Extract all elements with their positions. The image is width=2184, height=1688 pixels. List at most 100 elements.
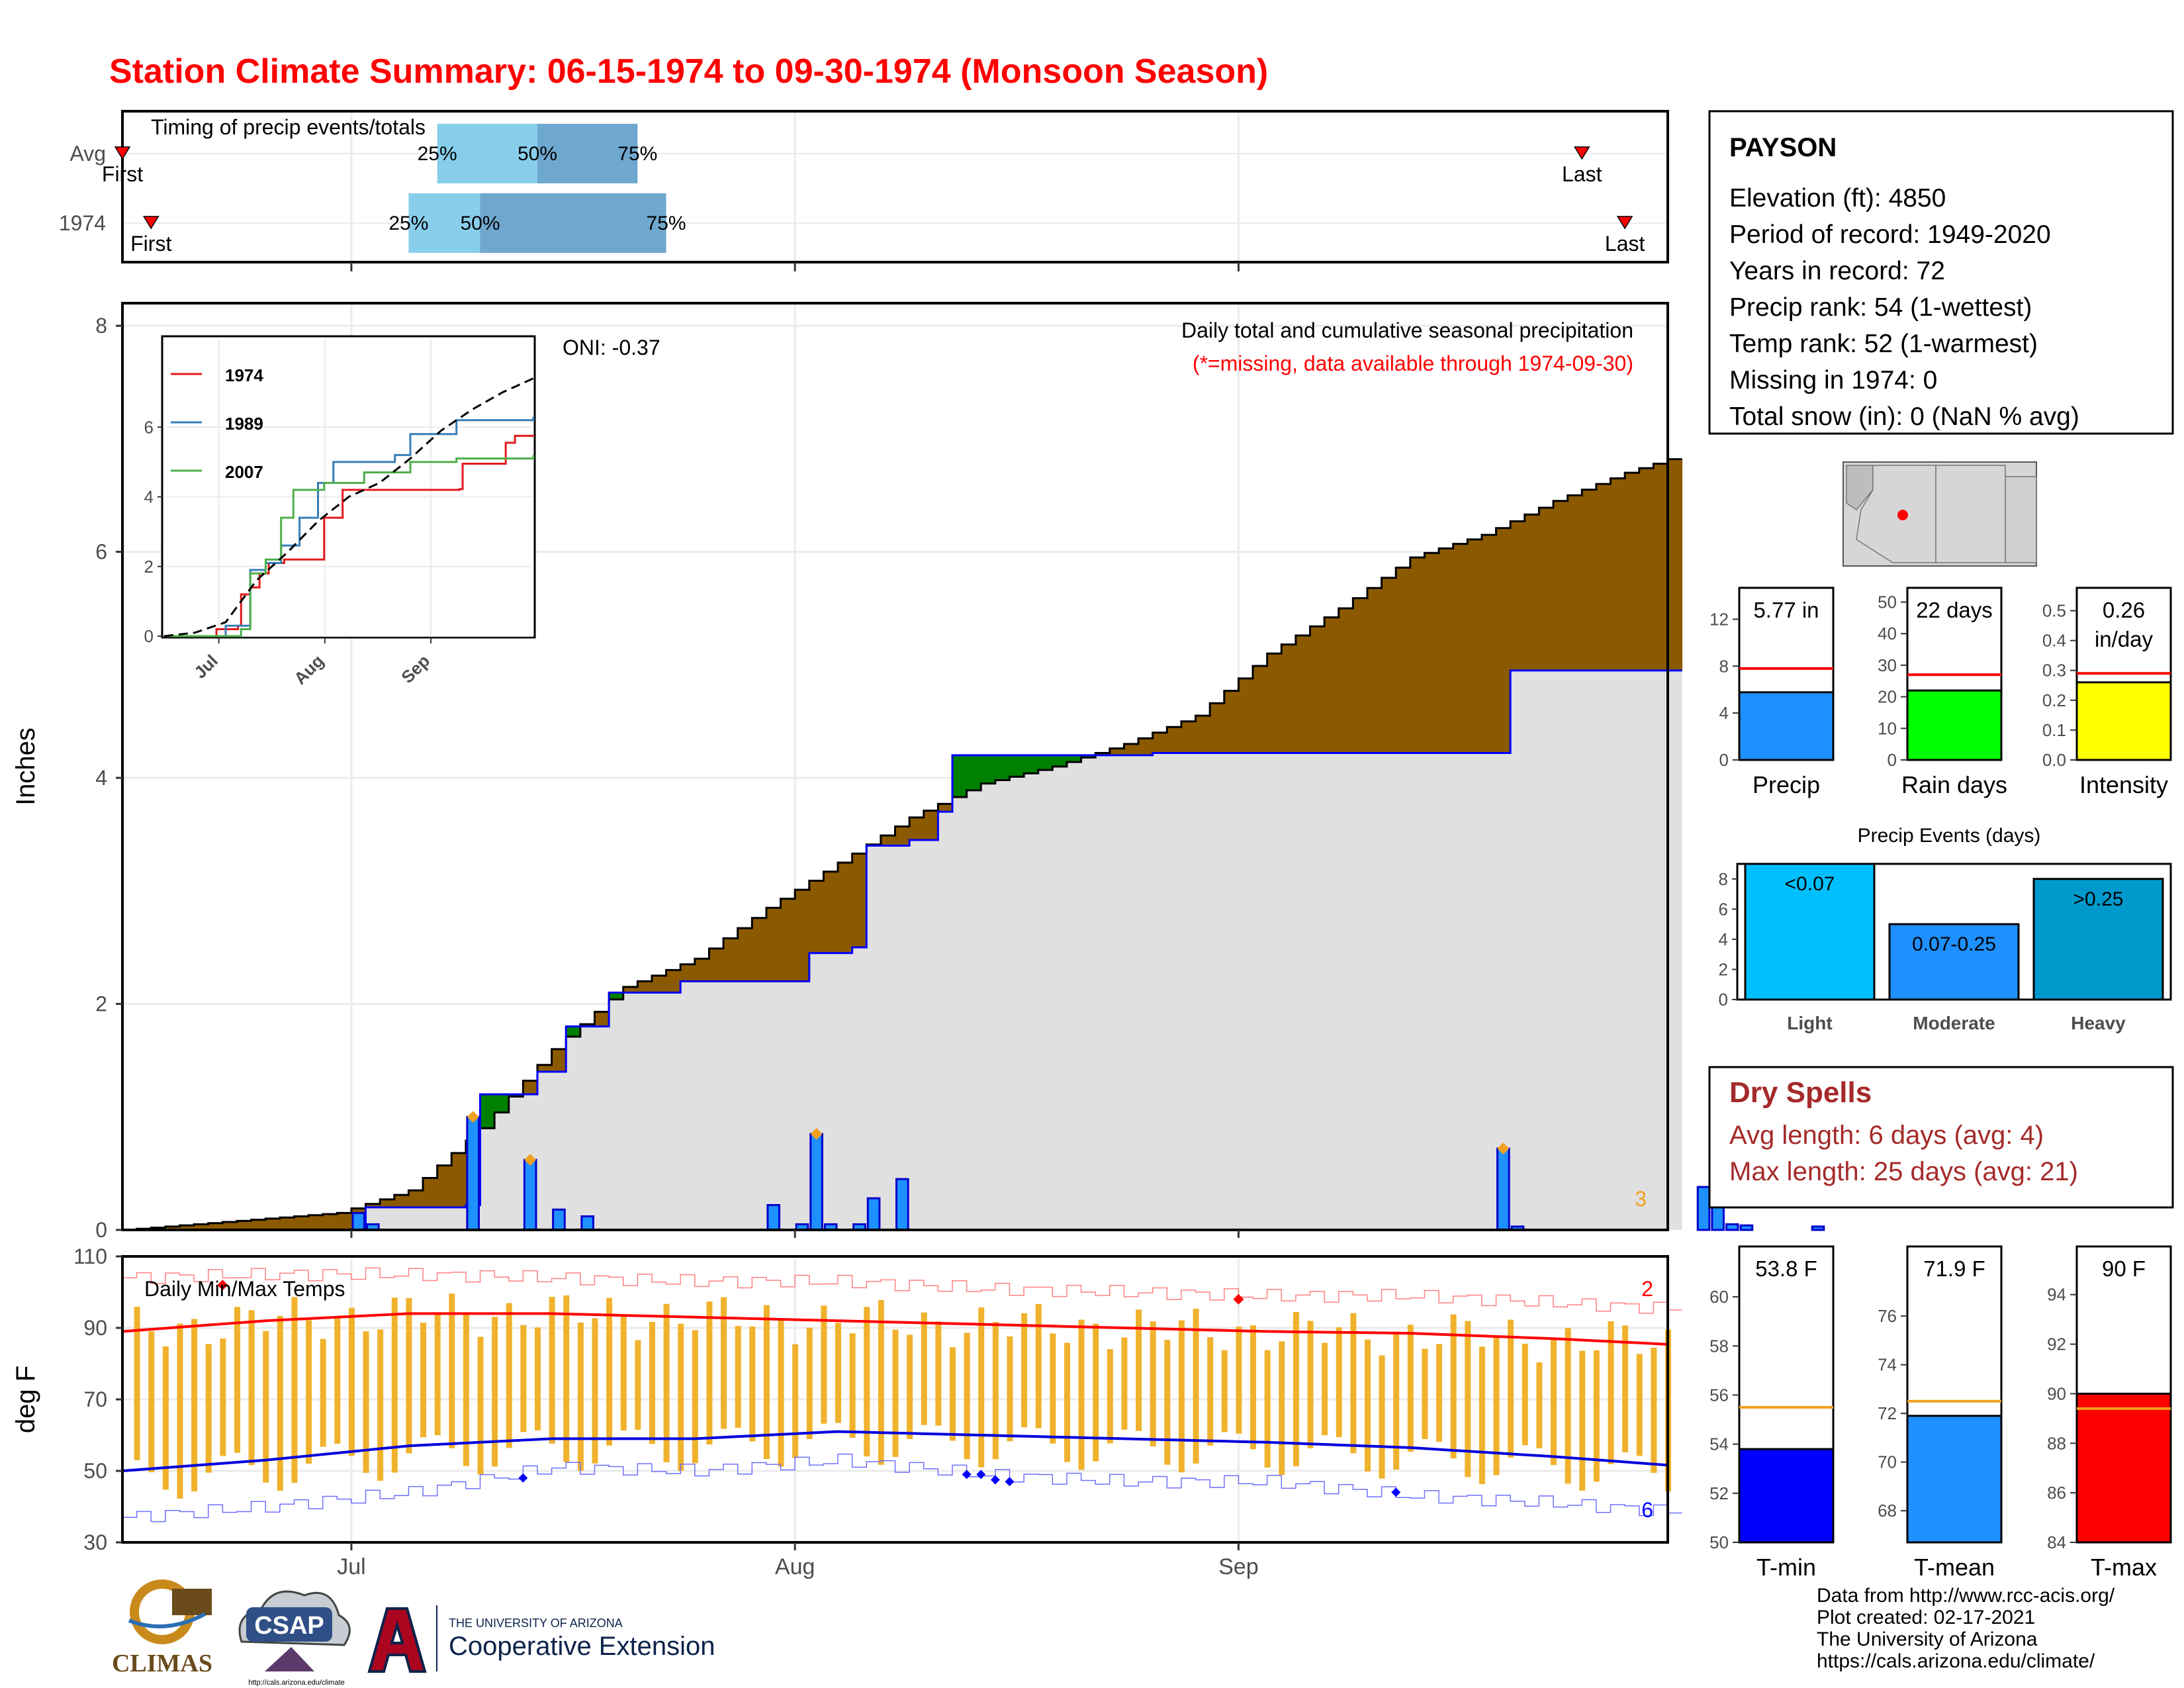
- footer-line-3: https://cals.arizona.edu/climate/: [1817, 1650, 2095, 1672]
- station-fact-2: Years in record: 72: [1729, 257, 1945, 285]
- daily-temp-bar-3: [162, 1346, 169, 1490]
- intensity-tick-5: 0.5: [2042, 601, 2066, 621]
- daily-temp-bar-86: [1350, 1313, 1357, 1454]
- precip-events-title: Precip Events (days): [1858, 825, 2041, 847]
- precip-departure-day-97: [1510, 521, 1525, 671]
- timing-row-label-year: 1974: [59, 211, 106, 235]
- precip-departure-day-74: [1181, 721, 1197, 753]
- tmean-bar: [1906, 1415, 2003, 1544]
- precip-departure-day-6: [208, 1223, 223, 1230]
- daily-precip-bar-12: [895, 1178, 909, 1231]
- precip-departure-day-54: [895, 826, 910, 846]
- precip-departure-day-35: [623, 986, 638, 993]
- precip-departure-day-38: [666, 970, 681, 993]
- record-high-marker-0: [217, 1280, 228, 1291]
- daily-temp-bar-77: [1221, 1350, 1228, 1432]
- precip-y-axis-label: Inches: [11, 727, 40, 806]
- precip-departure-day-32: [580, 1024, 595, 1027]
- daily-temp-bar-83: [1307, 1321, 1314, 1448]
- daily-temp-bar-45: [763, 1305, 770, 1460]
- inset-y-tick-3: 6: [144, 417, 154, 437]
- station-fact-6: Total snow (in): 0 (NaN % avg): [1729, 402, 2079, 431]
- temp-summary-charts: 50 52 54 56 58 60 53.8 F T-min 68 70 72 74 76 71.9 F T…: [1709, 1245, 2172, 1581]
- daily-temp-bar-9: [248, 1310, 255, 1466]
- daily-temp-bar-100: [1551, 1339, 1557, 1466]
- precip-departure-day-101: [1567, 495, 1582, 671]
- daily-precip-bar-18: [1739, 1224, 1754, 1231]
- events-tick-1: 2: [1719, 959, 1728, 979]
- precip-departure-day-61: [995, 755, 1010, 780]
- precip-departure-day-10: [265, 1218, 281, 1230]
- daily-precip-extreme-marker-2: [467, 1111, 479, 1123]
- precip-y-tick-2: 4: [95, 766, 107, 790]
- daily-temp-bar-5: [191, 1319, 198, 1491]
- daily-precip-bar-5: [580, 1215, 594, 1231]
- events-category-0: Light: [1787, 1013, 1832, 1033]
- daily-temp-bar-22: [434, 1313, 441, 1436]
- dry-spells-frame: [1708, 1066, 2174, 1209]
- precip-annotation-title: Daily total and cumulative seasonal prec…: [1181, 318, 1633, 342]
- climas-logo-text: CLIMAS: [112, 1650, 212, 1677]
- daily-temp-bar-24: [463, 1315, 469, 1466]
- daily-temp-bar-44: [749, 1326, 756, 1442]
- daily-temp-bar-19: [391, 1297, 398, 1473]
- ua-logo-a-icon: [367, 1607, 427, 1673]
- precip-departure-day-50: [838, 863, 853, 953]
- daily-temp-bar-33: [592, 1318, 598, 1464]
- precip-panel: 0 2 4 6 8 Inches Daily total and cumulative …: [11, 262, 1825, 1242]
- precip-departure-day-93: [1453, 543, 1468, 753]
- precip-departure-day-106: [1639, 468, 1654, 671]
- station-fact-0: Elevation (ft): 4850: [1729, 184, 1946, 212]
- precip-departure-day-48: [809, 880, 824, 953]
- precip-departure-day-107: [1653, 463, 1668, 671]
- dry-spells-title: Dry Spells: [1729, 1076, 1872, 1109]
- daily-temp-bar-98: [1522, 1343, 1528, 1446]
- map-region-texas: [2005, 476, 2037, 563]
- daily-temp-bar-56: [921, 1312, 927, 1425]
- precip-departure-day-8: [236, 1221, 252, 1230]
- daily-temp-bar-104: [1608, 1321, 1614, 1464]
- intensity-tick-4: 0.4: [2042, 631, 2066, 651]
- tmean-tick-3: 74: [1878, 1355, 1897, 1375]
- precip-departure-day-25: [480, 1094, 495, 1129]
- timing-iqr-low-1: [408, 193, 480, 253]
- inset-y-tick-2: 4: [144, 487, 154, 507]
- csap-logo-text: CSAP: [254, 1612, 324, 1640]
- station-fact-3: Precip rank: 54 (1-wettest): [1729, 293, 2032, 322]
- temp-y-tick-1: 50: [83, 1459, 107, 1483]
- rain-days-tick-2: 20: [1878, 687, 1897, 707]
- precip-departure-day-99: [1539, 508, 1554, 671]
- rain-days-axis-label: Rain days: [1901, 771, 2007, 798]
- timing-p50-label-0: 50%: [518, 143, 557, 165]
- station-info: PAYSON Elevation (ft): 4850 Period of rec…: [1708, 110, 2174, 435]
- daily-temp-bar-50: [835, 1323, 842, 1423]
- precip-departure-day-11: [279, 1217, 295, 1230]
- daily-temp-bar-35: [620, 1315, 627, 1430]
- daily-precip-extreme-marker-8: [810, 1127, 823, 1140]
- daily-temp-bar-16: [348, 1307, 355, 1456]
- precip-departure-day-33: [594, 1011, 610, 1027]
- precip-departure-day-95: [1481, 535, 1497, 753]
- temp-y-tick-2: 70: [83, 1387, 107, 1411]
- avg-min-line: [122, 1430, 1668, 1472]
- daily-temp-bar-36: [635, 1340, 641, 1430]
- precip-departure-day-103: [1596, 484, 1612, 671]
- precip-departure-day-19: [394, 1195, 409, 1207]
- daily-temp-bar-88: [1379, 1355, 1385, 1479]
- precip-departure-day-105: [1625, 473, 1640, 671]
- precip-departure-day-20: [408, 1190, 424, 1207]
- tmin-value-label-0: 53.8 F: [1755, 1256, 1817, 1281]
- timing-first-marker-0: [114, 146, 131, 160]
- precip-departure-day-31: [566, 1026, 581, 1037]
- precip-departure-day-104: [1610, 478, 1625, 671]
- daily-temp-bar-57: [935, 1321, 942, 1426]
- legend-label-1989: 1989: [225, 414, 263, 434]
- daily-temp-bar-64: [1035, 1303, 1042, 1429]
- precip-departure-day-45: [766, 908, 782, 982]
- daily-temp-bar-92: [1436, 1344, 1443, 1442]
- precip-annotation-missing: (*=missing, data available through 1974-…: [1193, 352, 1633, 375]
- footer-line-0: Data from http://www.rcc-acis.org/: [1817, 1585, 2115, 1607]
- daily-temp-bar-4: [177, 1323, 183, 1499]
- daily-temp-bar-106: [1636, 1354, 1643, 1456]
- precip-total-bar: [1738, 691, 1835, 761]
